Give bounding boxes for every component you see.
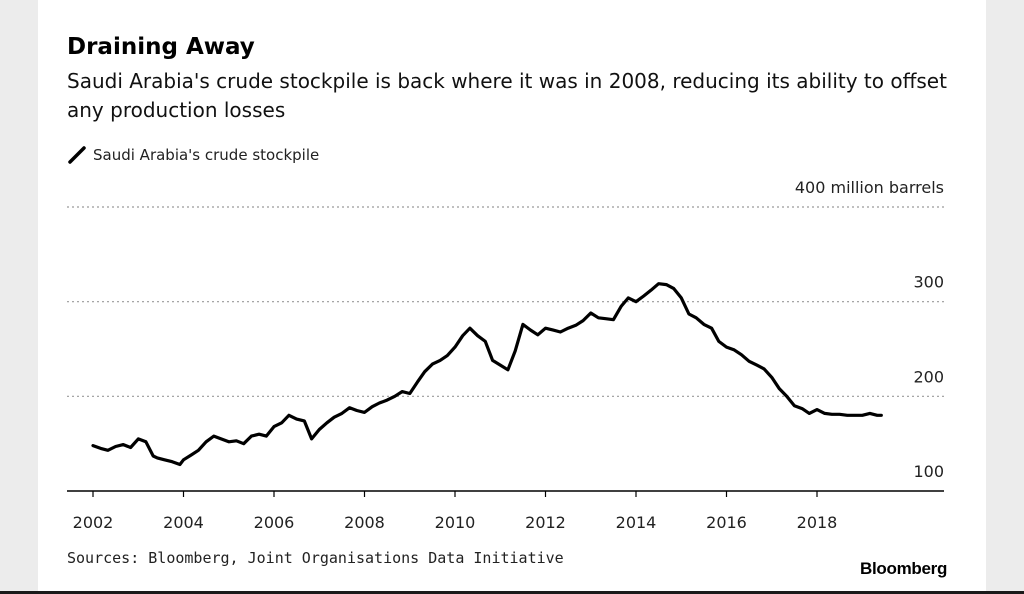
legend: Saudi Arabia's crude stockpile (67, 145, 319, 165)
bottom-border (0, 591, 1024, 594)
source-note: Sources: Bloomberg, Joint Organisations … (67, 549, 564, 567)
x-tick-label: 2010 (435, 513, 476, 532)
x-tick-label: 2008 (344, 513, 385, 532)
x-tick-label: 2018 (797, 513, 838, 532)
chart-title: Draining Away (67, 34, 255, 60)
x-tick-label: 2016 (706, 513, 747, 532)
legend-label: Saudi Arabia's crude stockpile (93, 146, 320, 164)
y-tick-label: 300 (913, 273, 944, 292)
brand-logo: Bloomberg (860, 559, 948, 578)
y-tick-label: 100 (913, 462, 944, 481)
chart-subtitle: Saudi Arabia's crude stockpile is back w… (67, 69, 947, 122)
x-tick-label: 2002 (73, 513, 114, 532)
y-tick-label: 200 (913, 367, 944, 386)
x-tick-label: 2014 (616, 513, 657, 532)
x-tick-label: 2006 (254, 513, 295, 532)
right-margin (986, 0, 1024, 594)
y-tick-label: 400 million barrels (795, 178, 944, 197)
legend-line-icon (68, 146, 86, 164)
x-tick-label: 2012 (525, 513, 566, 532)
left-margin (0, 0, 38, 594)
series-line-0 (91, 282, 883, 467)
x-tick-label: 2004 (163, 513, 204, 532)
